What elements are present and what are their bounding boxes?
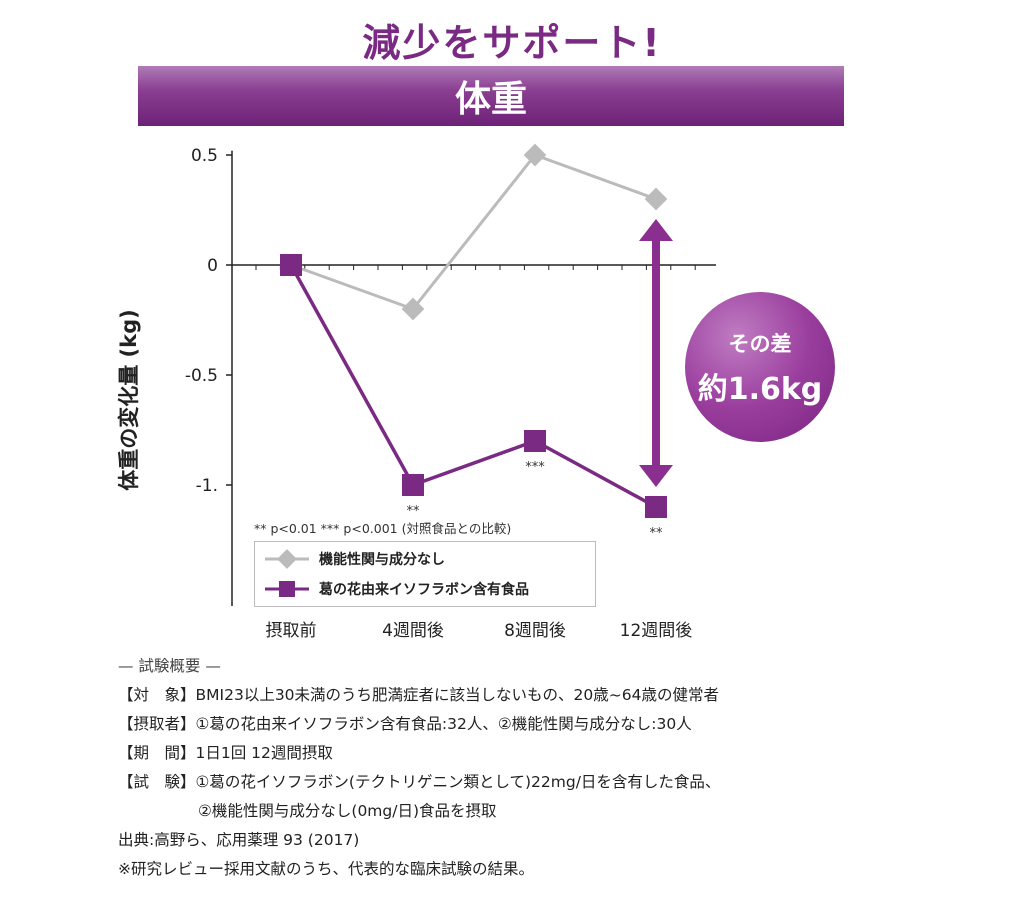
summary-footnote: ※研究レビュー採用文献のうち、代表的な臨床試験の結果。 <box>118 860 534 878</box>
difference-arrow-head-up <box>639 219 673 241</box>
legend-label-control: 機能性関与成分なし <box>319 552 445 568</box>
data-point-isoflavone <box>524 430 546 452</box>
x-category-label: 12週間後 <box>620 621 693 641</box>
series-line <box>289 264 657 509</box>
difference-arrow-head-down <box>639 465 673 487</box>
summary-source: 出典:高野ら、応用薬理 93 (2017) <box>118 831 360 849</box>
series-line <box>290 153 657 311</box>
y-tick-label: -1. <box>196 476 218 496</box>
legend-diamond-marker-icon <box>265 549 309 569</box>
y-tick-label: 0 <box>207 256 218 276</box>
summary-row-test-continued: ②機能性関与成分なし(0mg/日)食品を摂取 <box>198 802 497 820</box>
headline: 減少をサポート! <box>362 21 662 65</box>
legend-label-isoflavone: 葛の花由来イソフラボン含有食品 <box>319 582 529 598</box>
x-category-label: 摂取前 <box>266 621 317 641</box>
significance-label: ** <box>407 504 421 519</box>
data-point-isoflavone <box>402 474 424 496</box>
x-category-label: 4週間後 <box>382 621 444 641</box>
x-category-label: 8週間後 <box>504 621 566 641</box>
summary-row-test: 【試 験】①葛の花イソフラボン(テクトリゲニン類として)22mg/日を含有した食… <box>118 768 898 797</box>
legend-square-marker-icon <box>265 581 309 597</box>
summary-text: ①葛の花由来イソフラボン含有食品:32人、②機能性関与成分なし:30人 <box>195 715 692 733</box>
y-tick-label: 0.5 <box>191 146 218 166</box>
y-axis-label: 体重の変化量 (kg) <box>117 309 141 491</box>
summary-row-period: 【期 間】1日1回 12週間摂取 <box>118 739 898 768</box>
data-point-isoflavone <box>280 254 302 276</box>
chart-title-banner: 体重 <box>138 66 844 126</box>
summary-text: BMI23以上30未満のうち肥満症者に該当しないもの、20歳~64歳の健常者 <box>195 686 719 704</box>
trial-summary: — 試験概要 — 【対 象】BMI23以上30未満のうち肥満症者に該当しないもの… <box>118 652 898 884</box>
badge-line-2: 約1.6kg <box>697 372 823 407</box>
summary-text: ①葛の花イソフラボン(テクトリゲニン類として)22mg/日を含有した食品、 <box>195 773 721 791</box>
y-tick-label: -0.5 <box>185 366 218 386</box>
summary-row-participants: 【摂取者】①葛の花由来イソフラボン含有食品:32人、②機能性関与成分なし:30人 <box>118 710 898 739</box>
legend-item-isoflavone: 葛の花由来イソフラボン含有食品 <box>263 575 529 603</box>
badge-line-1: その差 <box>728 332 792 356</box>
significance-note: ** p<0.01 *** p<0.001 (対照食品との比較) <box>254 521 512 536</box>
summary-label: 【試 験】 <box>118 773 196 791</box>
significance-label: *** <box>525 460 545 475</box>
summary-text: 1日1回 12週間摂取 <box>195 744 333 762</box>
significance-label: ** <box>650 526 664 541</box>
summary-label: 【対 象】 <box>118 686 196 704</box>
summary-row-subjects: 【対 象】BMI23以上30未満のうち肥満症者に該当しないもの、20歳~64歳の… <box>118 681 898 710</box>
data-point-control <box>644 187 668 211</box>
legend-item-control: 機能性関与成分なし <box>263 545 445 573</box>
summary-label: 【摂取者】 <box>118 715 196 733</box>
legend: 機能性関与成分なし 葛の花由来イソフラボン含有食品 <box>254 541 596 607</box>
data-point-isoflavone <box>645 496 667 518</box>
summary-label: 【期 間】 <box>118 744 196 762</box>
summary-title: — 試験概要 — <box>118 657 221 675</box>
weight-change-chart: 0.50-0.5-1.摂取前 4週間後 8週間後 12週間後******* <box>185 143 716 641</box>
difference-badge: その差 約1.6kg <box>685 292 835 442</box>
